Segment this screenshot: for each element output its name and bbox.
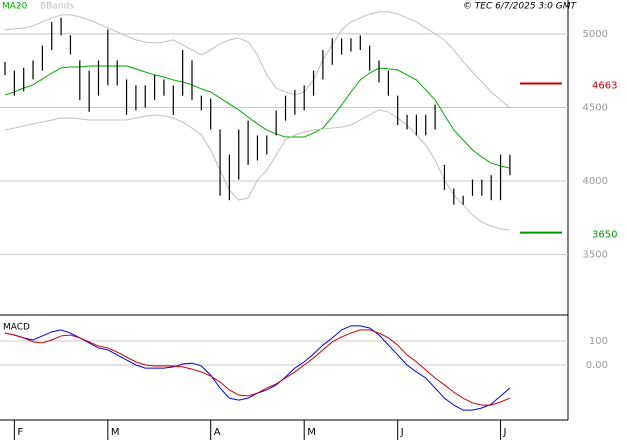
- series-line: [4, 109, 510, 231]
- x-tick-label: A: [214, 427, 221, 438]
- y-tick-label: 4500: [583, 102, 608, 113]
- series-line: [4, 65, 511, 169]
- legend-ma20: MA20: [2, 2, 28, 12]
- x-tick-label: F: [17, 427, 23, 438]
- level-label: 4663: [592, 80, 617, 91]
- macd-title: MACD: [3, 323, 30, 333]
- y-tick-label: 100: [589, 336, 608, 347]
- x-tick-label: M: [111, 427, 120, 438]
- legend-bbands: BBands: [40, 2, 74, 12]
- x-tick-label: J: [503, 427, 507, 438]
- x-tick-label: M: [307, 427, 316, 438]
- y-tick-label: 0.00: [586, 360, 608, 371]
- level-label: 3650: [592, 230, 617, 241]
- source: © TEC 6/7/2025 3:0 GMT: [463, 2, 578, 12]
- x-tick-label: J: [400, 427, 404, 438]
- y-tick-label: 5000: [583, 29, 608, 40]
- series-line: [4, 329, 511, 406]
- series-line: [4, 11, 511, 109]
- y-tick-label: 3500: [583, 250, 608, 261]
- y-tick-label: 4000: [583, 176, 608, 187]
